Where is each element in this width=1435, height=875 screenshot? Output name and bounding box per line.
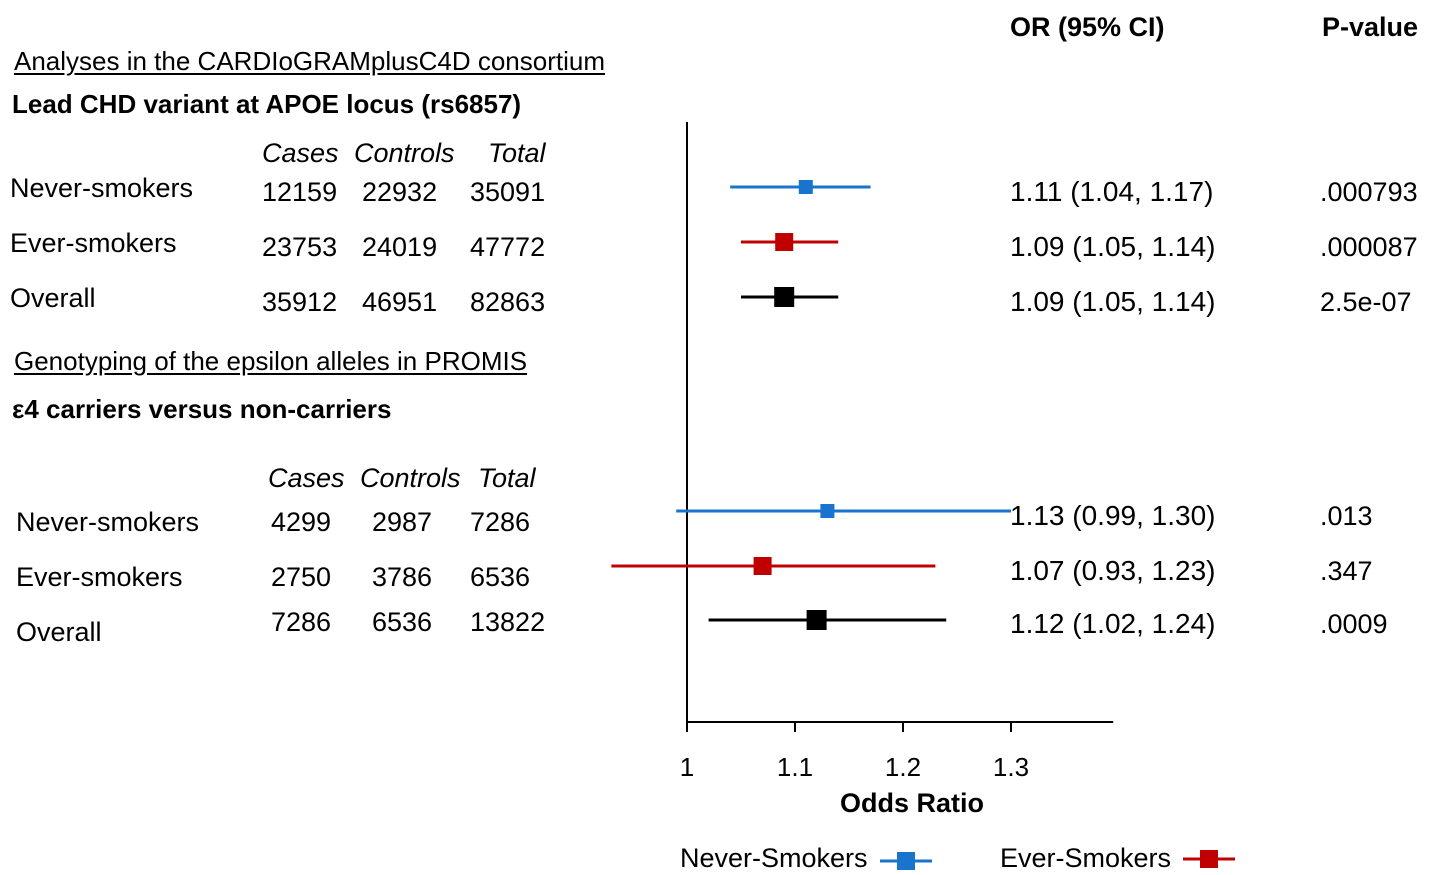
section2-row-cases: 7286: [271, 607, 332, 637]
section2-row-p: .013: [1320, 501, 1373, 531]
section1-title: Analyses in the CARDIoGRAMplusC4D consor…: [14, 46, 605, 76]
point-marker-ever: [775, 233, 794, 251]
legend-ever-symbol: [1183, 849, 1236, 868]
section1-row-total: 82863: [470, 287, 546, 317]
point-marker-never: [798, 180, 813, 194]
section1-cases-header: Cases: [262, 138, 339, 168]
section2-controls-header: Controls: [360, 463, 461, 493]
section2-row-label: Overall: [16, 617, 102, 647]
point-marker-overall: [774, 287, 795, 307]
point-marker-overall: [806, 610, 827, 630]
section2-total-header: Total: [478, 463, 536, 493]
plot-marks: [611, 180, 1011, 630]
section1-row-or: 1.09 (1.05, 1.14): [1010, 286, 1216, 317]
x-tick-label: 1.1: [777, 752, 813, 782]
section2-row-label: Ever-smokers: [16, 562, 183, 592]
section1-row-total: 47772: [470, 232, 546, 262]
section1-total-header: Total: [488, 138, 546, 168]
section1-row-or: 1.11 (1.04, 1.17): [1010, 176, 1214, 207]
section1-controls-header: Controls: [354, 138, 455, 168]
section1-row-cases: 23753: [262, 232, 338, 262]
legend-ever-label: Ever-Smokers: [1000, 843, 1172, 873]
section2-row-p: .347: [1320, 556, 1373, 586]
section1-row-cases: 35912: [262, 287, 338, 317]
section2-row-p: .0009: [1320, 609, 1388, 639]
section2-row-or: 1.07 (0.93, 1.23): [1010, 555, 1216, 586]
section2-row-cases: 4299: [271, 507, 332, 537]
section2-row-or: 1.13 (0.99, 1.30): [1010, 500, 1216, 531]
section2-title: Genotyping of the epsilon alleles in PRO…: [14, 346, 528, 376]
section1-subtitle: Lead CHD variant at APOE locus (rs6857): [12, 89, 522, 119]
section1-row-controls: 22932: [362, 177, 438, 207]
section1-row-or: 1.09 (1.05, 1.14): [1010, 231, 1216, 262]
or-ci-header: OR (95% CI): [1010, 12, 1165, 42]
point-marker-never: [820, 504, 835, 518]
section1-row-p: .000793: [1320, 177, 1418, 207]
legend-ever: Ever-Smokers: [1000, 843, 1237, 874]
p-value-header: P-value: [1322, 12, 1419, 42]
section1-row-p: .000087: [1320, 232, 1418, 262]
x-tick-label: 1.3: [993, 752, 1029, 782]
legend-never: Never-Smokers: [680, 843, 934, 874]
section2-row-controls: 3786: [372, 562, 433, 592]
x-tick-label: 1: [680, 752, 694, 782]
legend-never-label: Never-Smokers: [680, 843, 868, 873]
section2-subtitle: ε4 carriers versus non-carriers: [12, 394, 392, 424]
section1-row-label: Never-smokers: [10, 173, 194, 203]
section1-row-cases: 12159: [262, 177, 338, 207]
point-marker-ever: [753, 557, 772, 575]
section1-row-label: Ever-smokers: [10, 228, 177, 258]
section2-row-total: 6536: [470, 562, 531, 592]
section1-row-total: 35091: [470, 177, 546, 207]
section2-row-controls: 2987: [372, 507, 433, 537]
section2-row-or: 1.12 (1.02, 1.24): [1010, 608, 1216, 639]
plot-axes: 1 1.1 1.2 1.3 Odds Ratio: [680, 122, 1114, 818]
section2-cases-header: Cases: [268, 463, 345, 493]
section2-row-cases: 2750: [271, 562, 332, 592]
section1-row-controls: 46951: [362, 287, 438, 317]
section2-row-total: 7286: [470, 507, 531, 537]
section1-row-controls: 24019: [362, 232, 438, 262]
legend-never-symbol: [879, 851, 932, 870]
section1-row-p: 2.5e-07: [1320, 287, 1412, 317]
x-axis-label: Odds Ratio: [840, 788, 984, 818]
section2-row-total: 13822: [470, 607, 546, 637]
section1-row-label: Overall: [10, 283, 96, 313]
section2-row-controls: 6536: [372, 607, 433, 637]
x-tick-label: 1.2: [885, 752, 921, 782]
section2-row-label: Never-smokers: [16, 507, 200, 537]
